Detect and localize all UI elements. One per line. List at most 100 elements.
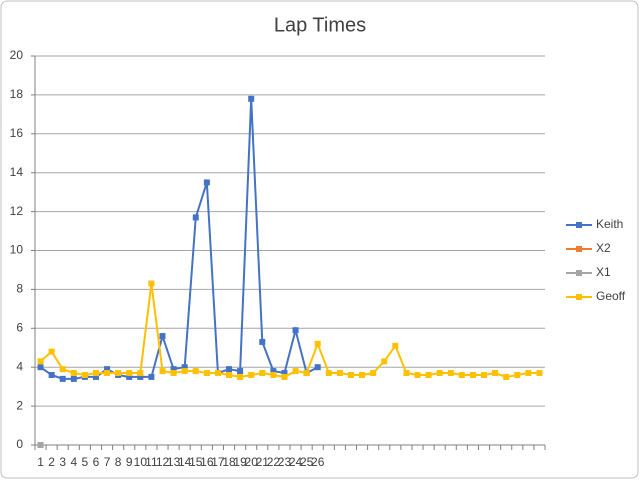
point bbox=[237, 373, 244, 380]
point bbox=[48, 371, 55, 378]
point bbox=[425, 371, 432, 378]
x-tick-label: 18 bbox=[222, 455, 236, 469]
point bbox=[192, 214, 199, 221]
x-tick-label: 4 bbox=[70, 455, 77, 469]
point bbox=[92, 370, 99, 377]
point bbox=[270, 368, 277, 375]
legend-label: X2 bbox=[596, 241, 611, 255]
chart-title: Lap Times bbox=[274, 14, 366, 36]
point bbox=[503, 373, 510, 380]
x-tick-label: 7 bbox=[104, 455, 111, 469]
point bbox=[237, 368, 244, 375]
point bbox=[137, 373, 144, 380]
y-tick-label: 10 bbox=[10, 243, 24, 257]
point bbox=[281, 370, 288, 377]
x-tick-label: 10 bbox=[134, 455, 148, 469]
x-tick-label: 24 bbox=[289, 455, 303, 469]
y-tick-label: 2 bbox=[16, 398, 23, 412]
point bbox=[159, 333, 166, 340]
legend-label: Keith bbox=[596, 217, 623, 231]
point bbox=[81, 371, 88, 378]
point bbox=[70, 375, 77, 382]
y-tick-label: 20 bbox=[10, 48, 24, 62]
x-tick-label: 23 bbox=[278, 455, 292, 469]
point bbox=[414, 371, 421, 378]
x-tick-label: 15 bbox=[189, 455, 203, 469]
point bbox=[181, 368, 188, 375]
x-tick-label: 9 bbox=[126, 455, 133, 469]
point bbox=[59, 366, 66, 373]
x-tick-label: 13 bbox=[167, 455, 181, 469]
point bbox=[469, 371, 476, 378]
point bbox=[48, 348, 55, 355]
point bbox=[314, 364, 321, 371]
x-tick-label: 22 bbox=[267, 455, 281, 469]
legend-marker bbox=[576, 294, 582, 300]
point bbox=[181, 364, 188, 371]
point bbox=[314, 340, 321, 347]
point bbox=[126, 373, 133, 380]
legend-label: Geoff bbox=[596, 289, 626, 303]
point bbox=[226, 366, 233, 373]
y-tick-label: 18 bbox=[10, 87, 24, 101]
point bbox=[381, 358, 388, 365]
point bbox=[248, 371, 255, 378]
y-tick-label: 16 bbox=[10, 126, 24, 140]
point bbox=[37, 442, 44, 448]
point bbox=[248, 95, 255, 102]
x-tick-label: 1 bbox=[37, 455, 44, 469]
point bbox=[170, 366, 177, 373]
point bbox=[370, 370, 377, 377]
point bbox=[259, 338, 266, 345]
point bbox=[292, 368, 299, 375]
y-tick-label: 12 bbox=[10, 204, 24, 218]
x-tick-label: 12 bbox=[156, 455, 170, 469]
x-tick-label: 2 bbox=[48, 455, 55, 469]
legend-marker bbox=[576, 246, 582, 252]
series-line bbox=[39, 283, 540, 378]
point bbox=[104, 370, 111, 377]
point bbox=[359, 371, 366, 378]
point bbox=[514, 371, 521, 378]
point bbox=[270, 371, 277, 378]
point bbox=[214, 370, 221, 377]
point bbox=[104, 366, 111, 373]
x-tick-label: 16 bbox=[200, 455, 214, 469]
x-tick-label: 8 bbox=[115, 455, 122, 469]
point bbox=[203, 179, 210, 186]
point bbox=[436, 370, 443, 377]
point bbox=[325, 370, 332, 377]
point bbox=[70, 370, 77, 377]
point bbox=[458, 371, 465, 378]
y-tick-label: 6 bbox=[16, 320, 23, 334]
point bbox=[292, 327, 299, 334]
y-tick-label: 14 bbox=[10, 165, 24, 179]
point bbox=[347, 371, 354, 378]
x-tick-label: 25 bbox=[300, 455, 314, 469]
x-tick-label: 14 bbox=[178, 455, 192, 469]
y-tick-label: 8 bbox=[16, 282, 23, 296]
point bbox=[336, 370, 343, 377]
x-tick-label: 17 bbox=[211, 455, 225, 469]
point bbox=[192, 368, 199, 375]
point bbox=[137, 370, 144, 377]
point bbox=[392, 342, 399, 349]
point bbox=[481, 371, 488, 378]
x-tick-label: 26 bbox=[311, 455, 325, 469]
point bbox=[259, 370, 266, 377]
x-tick-label: 6 bbox=[93, 455, 100, 469]
point bbox=[525, 370, 532, 377]
point bbox=[148, 373, 155, 380]
y-tick-label: 0 bbox=[16, 437, 23, 451]
point bbox=[226, 371, 233, 378]
point bbox=[303, 370, 310, 377]
x-tick-label: 5 bbox=[82, 455, 89, 469]
point bbox=[59, 375, 66, 382]
point bbox=[170, 370, 177, 377]
y-tick-label: 4 bbox=[16, 359, 23, 373]
point bbox=[203, 370, 210, 377]
point bbox=[37, 364, 44, 371]
point bbox=[447, 370, 454, 377]
